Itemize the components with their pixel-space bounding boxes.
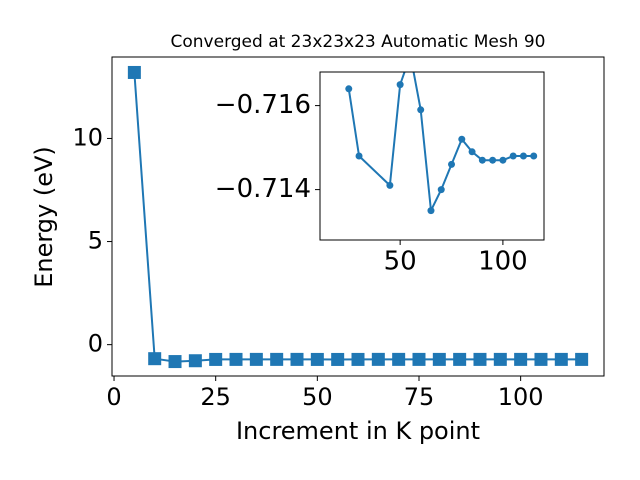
data-point: [127, 65, 141, 79]
data-point: [534, 352, 548, 366]
y-tick-label: 5: [88, 227, 103, 255]
data-point: [458, 135, 466, 143]
data-point: [371, 352, 385, 366]
data-point: [355, 152, 363, 160]
y-tick-label: 0: [88, 330, 103, 358]
data-point: [148, 352, 162, 366]
data-point: [392, 352, 406, 366]
x-tick-label: 100: [498, 383, 544, 411]
data-point: [489, 156, 497, 164]
chart-title: Converged at 23x23x23 Automatic Mesh 90: [171, 32, 546, 52]
data-point: [554, 352, 568, 366]
data-point: [168, 355, 182, 369]
plot-clip: [127, 65, 589, 369]
data-point: [468, 148, 476, 156]
data-point: [310, 352, 324, 366]
y-tick-label: −0.714: [215, 174, 311, 204]
data-point: [427, 207, 435, 215]
data-point: [575, 352, 589, 366]
data-point: [270, 352, 284, 366]
data-point: [345, 85, 353, 93]
axes-frame: [111, 56, 605, 377]
data-point: [412, 352, 426, 366]
data-point: [473, 352, 487, 366]
x-axis-label: Increment in K point: [236, 417, 480, 445]
data-point: [432, 352, 446, 366]
data-point: [437, 186, 445, 194]
x-tick-label: 50: [302, 383, 333, 411]
data-point: [188, 354, 202, 368]
data-point: [386, 181, 394, 189]
x-tick-label: 25: [200, 383, 231, 411]
data-point: [478, 156, 486, 164]
data-point: [453, 352, 467, 366]
y-axis-label: Energy (eV): [30, 146, 58, 288]
data-point: [417, 106, 425, 114]
data-point: [514, 352, 528, 366]
data-point: [519, 152, 527, 160]
axes-frame: [319, 71, 545, 241]
x-tick-label: 75: [404, 383, 435, 411]
data-point: [351, 352, 365, 366]
data-point: [209, 352, 223, 366]
data-point: [229, 352, 243, 366]
x-tick-label: 100: [478, 247, 528, 277]
data-point: [493, 352, 507, 366]
plot-clip: [345, 72, 538, 215]
data-point: [499, 156, 507, 164]
data-point: [530, 152, 538, 160]
data-point: [509, 152, 517, 160]
data-point: [249, 352, 263, 366]
x-tick-label: 0: [106, 383, 121, 411]
data-point: [331, 352, 345, 366]
data-point: [396, 81, 404, 89]
y-tick-label: 10: [72, 123, 103, 151]
y-tick-label: −0.716: [215, 90, 311, 120]
x-tick-label: 50: [384, 247, 417, 277]
data-point: [448, 160, 456, 168]
data-point: [290, 352, 304, 366]
